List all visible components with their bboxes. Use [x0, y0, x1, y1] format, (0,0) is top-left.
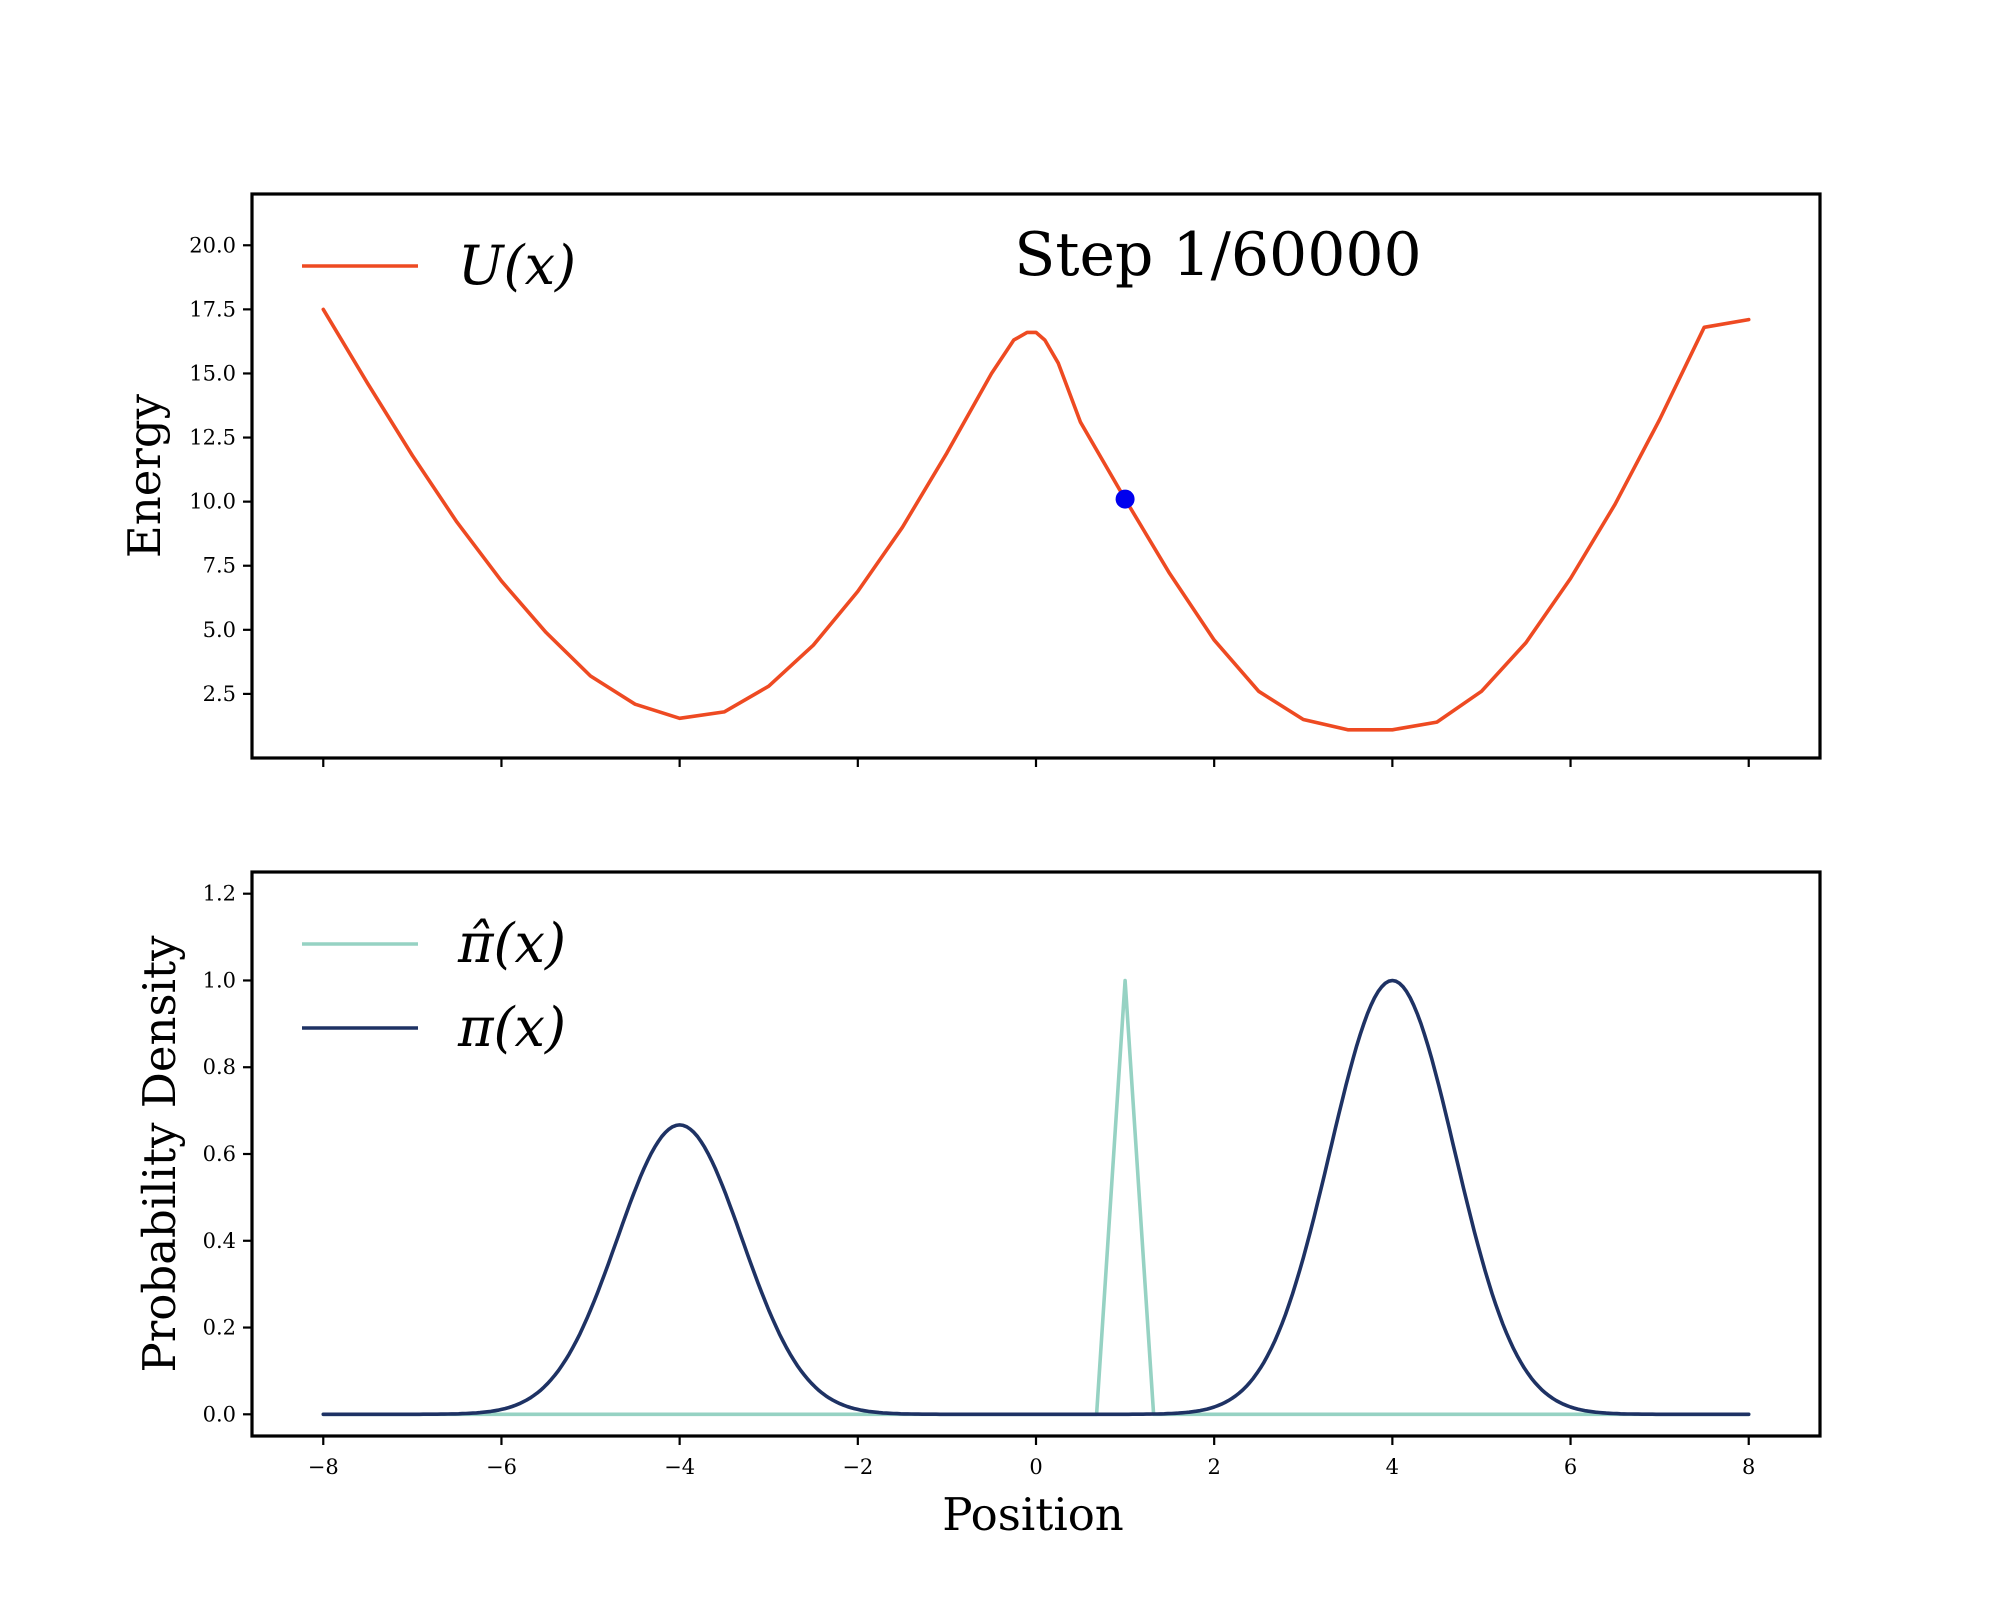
energy-ytick-label: 10.0 — [189, 490, 236, 514]
density-y-axis-label: Probability Density — [133, 935, 186, 1373]
energy-ytick-label: 7.5 — [203, 554, 236, 578]
density-ytick-label: 1.2 — [203, 882, 236, 906]
energy-y-axis-label: Energy — [118, 393, 171, 558]
density-xtick-label: 0 — [1029, 1455, 1042, 1479]
density-ytick-label: 1.0 — [203, 968, 236, 992]
density-xtick-label: 6 — [1564, 1455, 1577, 1479]
energy-ytick-label: 17.5 — [189, 297, 236, 321]
energy-ytick-label: 15.0 — [189, 361, 236, 385]
legend-label-pi-hat: π̂(x) — [457, 912, 566, 975]
density-legend: π̂(x) π(x) — [302, 912, 566, 1059]
energy-panel: 2.5 5.0 7.5 10.0 12.5 15.0 17.5 20.0 Energy Ste… — [118, 192, 1822, 767]
x-axis-label: Position — [942, 1488, 1124, 1541]
density-ytick-label: 0.4 — [203, 1229, 236, 1253]
density-xtick-label: 8 — [1742, 1455, 1755, 1479]
density-xtick-label: −8 — [308, 1455, 339, 1479]
density-xtick-label: 2 — [1207, 1455, 1220, 1479]
density-panel: 0.0 0.2 0.4 0.6 0.8 1.0 1.2 −8 −6 −4 −2 0 2 4 6 8 Prob… — [133, 870, 1822, 1541]
energy-ytick-label: 20.0 — [189, 233, 236, 257]
step-counter: Step 1/60000 — [1014, 220, 1421, 290]
legend-label-pi: π(x) — [457, 996, 566, 1059]
energy-ytick-label: 12.5 — [189, 426, 236, 450]
series-line-u — [321, 307, 1751, 732]
density-xtick-label: −2 — [842, 1455, 873, 1479]
series-line-pi — [321, 978, 1751, 1417]
density-ytick-label: 0.8 — [203, 1055, 236, 1079]
series-line-pi-hat — [321, 978, 1751, 1417]
energy-legend: U(x) — [302, 234, 576, 297]
energy-ytick-label: 5.0 — [203, 618, 236, 642]
density-xtick-label: 4 — [1386, 1455, 1399, 1479]
density-ytick-label: 0.6 — [203, 1142, 236, 1166]
density-xtick-label: −6 — [486, 1455, 517, 1479]
energy-ytick-label: 2.5 — [203, 682, 236, 706]
particle-marker — [1115, 489, 1135, 509]
legend-label-u: U(x) — [458, 234, 576, 297]
density-xtick-label: −4 — [664, 1455, 695, 1479]
density-ytick-label: 0.2 — [203, 1316, 236, 1340]
density-ytick-label: 0.0 — [203, 1402, 236, 1426]
